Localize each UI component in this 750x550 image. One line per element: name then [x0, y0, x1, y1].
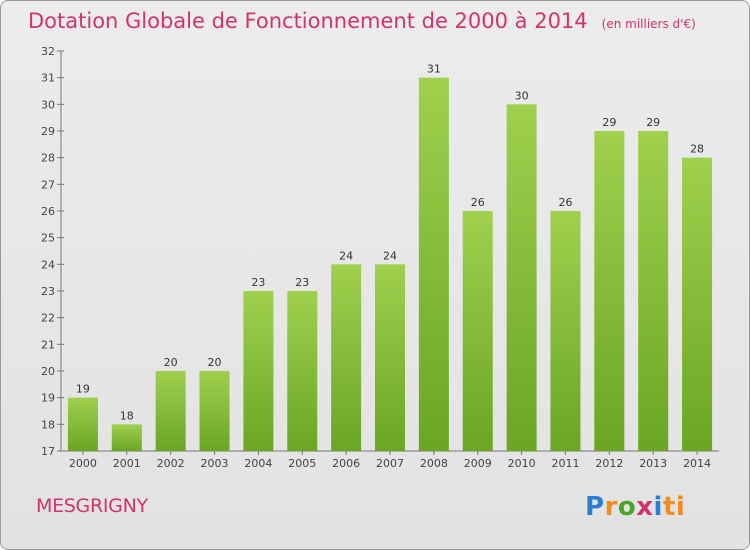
- data-label: 23: [295, 276, 309, 289]
- axes: 17 18 19 20 21 22 23 24 25 26 27 28 29 30 31 32 2000 2001…: [41, 45, 719, 470]
- y-tick-label: 22: [41, 312, 55, 325]
- data-label: 20: [164, 356, 178, 369]
- x-tick-label: 2004: [244, 457, 272, 470]
- x-tick-label: 2006: [332, 457, 360, 470]
- x-tick-label: 2010: [508, 457, 536, 470]
- x-tick-label: 2003: [201, 457, 229, 470]
- y-tick-label: 21: [41, 338, 55, 351]
- y-tick-label: 17: [41, 445, 55, 458]
- y-tick-label: 28: [41, 152, 55, 165]
- bar: [682, 157, 713, 451]
- data-label: 20: [208, 356, 222, 369]
- data-label: 26: [471, 196, 485, 209]
- x-tick-label: 2014: [683, 457, 711, 470]
- y-tick-label: 26: [41, 205, 55, 218]
- chart-title-unit: (en milliers d'€): [601, 17, 696, 31]
- x-tick-label: 2008: [420, 457, 448, 470]
- data-label: 26: [558, 196, 572, 209]
- logo-letter: x: [636, 492, 654, 522]
- bar: [550, 211, 581, 451]
- bar: [287, 291, 318, 451]
- x-tick-label: 2012: [595, 457, 623, 470]
- y-tick-label: 30: [41, 98, 55, 111]
- y-tick-label: 23: [41, 285, 55, 298]
- bar: [462, 211, 493, 451]
- logo-letter: r: [604, 492, 618, 522]
- y-tick-label: 24: [41, 258, 55, 271]
- bar: [111, 424, 142, 451]
- logo-letter: o: [617, 492, 637, 522]
- data-label: 31: [427, 63, 441, 76]
- data-label: 29: [646, 116, 660, 129]
- y-tick-label: 19: [41, 392, 55, 405]
- x-tick-label: 2007: [376, 457, 404, 470]
- logo-letter: i: [653, 492, 663, 522]
- commune-name: MESGRIGNY: [36, 495, 148, 517]
- proxiti-logo: Proxiti: [585, 492, 685, 522]
- data-label: 29: [602, 116, 616, 129]
- data-labels-group: 19 18 20 20 23 23 24 24 31 26 30 26 29 29 28: [76, 63, 704, 423]
- x-tick-label: 2013: [639, 457, 667, 470]
- bar: [199, 371, 230, 451]
- data-label: 24: [383, 249, 397, 262]
- x-tick-label: 2009: [464, 457, 492, 470]
- data-label: 23: [251, 276, 265, 289]
- data-label: 30: [515, 89, 529, 102]
- x-tick-label: 2011: [551, 457, 579, 470]
- chart-title: Dotation Globale de Fonctionnement de 20…: [28, 9, 696, 33]
- data-label: 28: [690, 143, 704, 156]
- x-tick-label: 2001: [113, 457, 141, 470]
- y-tick-label: 32: [41, 45, 55, 58]
- y-tick-label: 31: [41, 72, 55, 85]
- data-label: 24: [339, 249, 353, 262]
- x-tick-label: 2000: [69, 457, 97, 470]
- data-label: 18: [120, 409, 134, 422]
- bars-group: [67, 77, 713, 452]
- logo-letter: P: [585, 492, 605, 522]
- y-tick-label: 25: [41, 232, 55, 245]
- bar: [594, 131, 625, 451]
- y-tick-label: 20: [41, 365, 55, 378]
- bar: [638, 131, 669, 451]
- bar: [243, 291, 274, 451]
- y-tick-label: 18: [41, 418, 55, 431]
- bar: [375, 264, 405, 451]
- bar: [331, 264, 362, 451]
- bar: [155, 371, 186, 451]
- bar: [506, 104, 537, 451]
- x-tick-label: 2002: [157, 457, 185, 470]
- data-label: 19: [76, 383, 90, 396]
- logo-letter: ti: [662, 492, 686, 522]
- chart-title-main: Dotation Globale de Fonctionnement de 20…: [28, 9, 588, 33]
- bar: [418, 77, 449, 452]
- y-tick-label: 29: [41, 125, 55, 138]
- bar: [67, 397, 98, 451]
- x-tick-label: 2005: [288, 457, 316, 470]
- y-tick-label: 27: [41, 178, 55, 191]
